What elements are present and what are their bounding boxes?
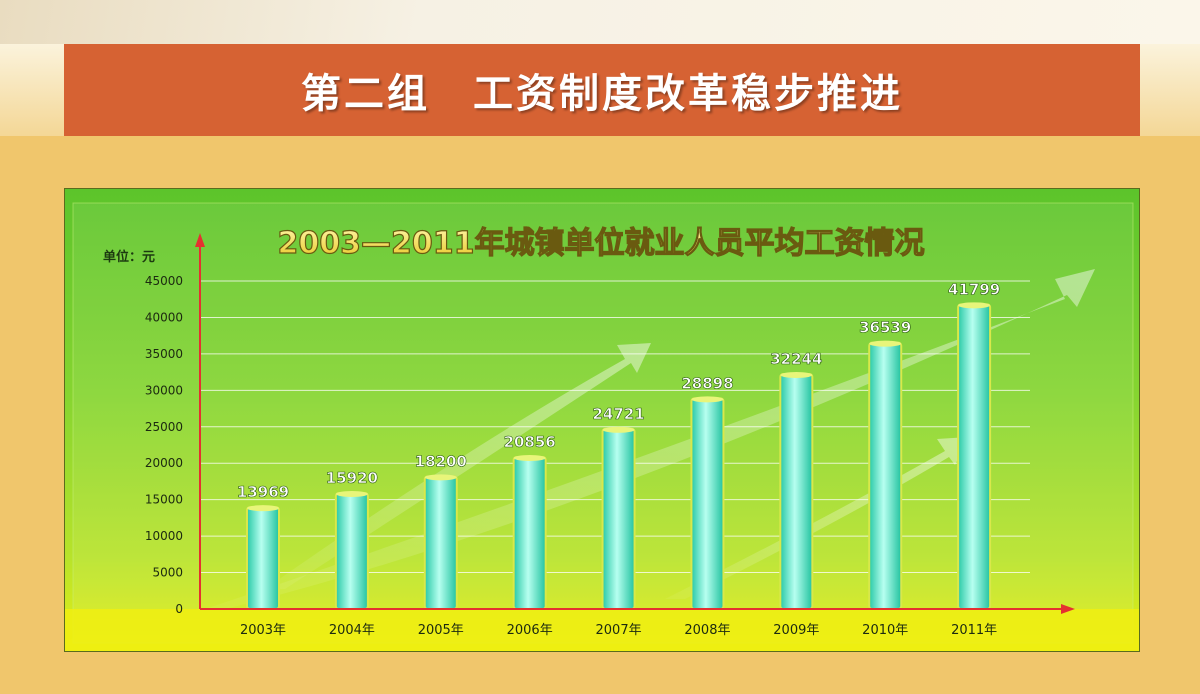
x-tick-label: 2003年 [240,623,286,638]
page-title: 第二组 工资制度改革稳步推进 [301,71,903,117]
data-label: 36539 [859,319,911,337]
bar-cap [869,340,902,347]
bar-cap [780,371,813,378]
bar [246,506,280,611]
y-axis-arrow [195,233,205,247]
left-decor [0,44,64,136]
x-tick-label: 2006年 [507,623,553,638]
bar-cap [247,505,279,512]
bar-cap [335,490,368,497]
bar [779,372,814,610]
data-label: 18200 [415,452,467,470]
bar [868,341,903,610]
y-tick-label: 30000 [145,383,183,397]
data-label: 32244 [770,350,822,368]
bars [246,302,992,611]
bar [423,475,458,610]
y-tick-label: 45000 [145,274,183,288]
x-axis-arrow [1061,604,1075,614]
bar [957,303,992,611]
y-tick-label: 20000 [145,456,183,470]
y-tick-label: 35000 [145,347,183,361]
bar [334,491,369,610]
data-label: 28898 [681,374,733,392]
bar-cap [513,454,546,461]
y-tick-label: 25000 [145,420,183,434]
data-labels: 13969 15920 18200 20856 24721 28898 32244 36539… [237,280,1001,501]
bar-chart: 2003—2011年城镇单位就业人员平均工资情况 单位：元 0 5000 10000… [65,202,1139,651]
data-label: 41799 [948,280,1000,298]
bar [512,455,547,610]
y-axis-ticks: 0 5000 10000 15000 20000 25000 30000 35000 40000… [145,274,183,616]
x-tick-label: 2004年 [329,623,375,638]
bar-cap [691,396,724,403]
bar-cap [958,302,991,309]
chart-panel: 2003—2011年城镇单位就业人员平均工资情况 单位：元 0 5000 10000… [64,188,1140,652]
y-tick-label: 40000 [145,310,183,324]
x-tick-label: 2005年 [418,623,464,638]
top-decor-strip [0,0,1200,44]
bar [601,427,636,610]
y-tick-label: 10000 [145,529,183,543]
x-axis-ticks: 2003年 2004年 2005年 2006年 2007年 2008年 2009年 2010年… [240,623,997,638]
data-label: 24721 [592,405,644,423]
bar-cap [602,426,635,433]
bar-cap [424,474,457,481]
bottom-band [65,609,1139,651]
x-tick-label: 2007年 [596,623,642,638]
x-tick-label: 2009年 [773,623,819,638]
y-tick-label: 5000 [152,566,183,580]
y-tick-label: 0 [175,602,183,616]
bar [690,397,725,610]
data-label: 15920 [326,469,378,487]
data-label: 20856 [504,433,556,451]
x-tick-label: 2008年 [684,623,730,638]
x-tick-label: 2010年 [862,623,908,638]
y-tick-label: 15000 [145,493,183,507]
unit-label: 单位：元 [103,249,155,265]
chart-title: 2003—2011年城镇单位就业人员平均工资情况 [278,226,925,261]
page-title-bar: 第二组 工资制度改革稳步推进 [64,44,1140,136]
data-label: 13969 [237,483,289,501]
x-tick-label: 2011年 [951,623,997,638]
right-decor [1140,44,1200,136]
